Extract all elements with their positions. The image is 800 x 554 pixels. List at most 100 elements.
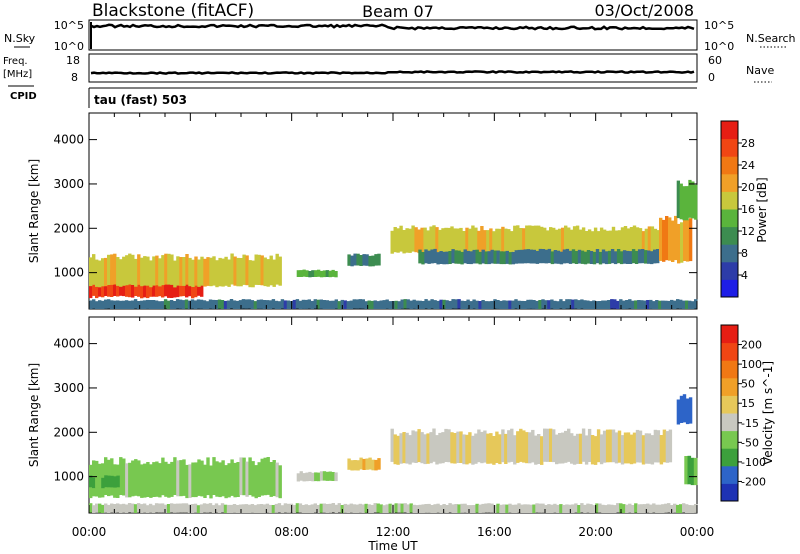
- power-cell: [173, 260, 177, 288]
- power-cell: [682, 300, 686, 309]
- velocity-cell: [101, 504, 105, 513]
- power-cell: [671, 220, 675, 262]
- velocity-cell: [218, 462, 222, 498]
- power-cell: [191, 259, 195, 287]
- velocity-cell: [625, 504, 629, 513]
- freq-label: Freq.: [3, 56, 28, 67]
- power-cell: [490, 249, 494, 264]
- power-cell: [215, 260, 219, 288]
- velocity-cell: [390, 428, 394, 462]
- power-cell: [632, 225, 637, 252]
- velocity-cell: [581, 428, 586, 462]
- power-cell: [302, 269, 306, 277]
- x-tick-label: 12:00: [376, 525, 411, 539]
- x-tick-label: 00:00: [680, 525, 715, 539]
- power-cell: [493, 299, 497, 309]
- power-cell: [499, 300, 503, 309]
- velocity-cell: [385, 504, 389, 513]
- velocity-colorbar-swatch: [721, 377, 738, 396]
- power-cell: [358, 299, 362, 309]
- power-cell: [460, 300, 464, 309]
- velocity-cell: [241, 504, 246, 513]
- power-cell: [519, 228, 523, 253]
- power-cell: [471, 225, 475, 252]
- power-cell: [206, 257, 210, 286]
- velocity-cell: [519, 428, 523, 462]
- velocity-cell: [685, 504, 689, 513]
- velocity-cell: [104, 503, 108, 513]
- power-cell: [245, 255, 249, 286]
- power-cell: [346, 301, 350, 309]
- power-cell: [418, 249, 422, 264]
- power-cell: [462, 231, 466, 254]
- power-cell: [628, 251, 633, 264]
- velocity-cell: [406, 504, 410, 513]
- power-cell: [517, 300, 521, 309]
- velocity-cell: [107, 475, 111, 488]
- power-cell: [610, 299, 614, 309]
- power-cell: [368, 255, 372, 267]
- power-region-8: [89, 299, 698, 309]
- power-cell: [406, 299, 410, 309]
- velocity-cell: [251, 461, 255, 497]
- power-cell: [541, 249, 546, 264]
- power-cell: [299, 270, 303, 277]
- velocity-cell: [567, 428, 571, 462]
- power-region-5: [418, 248, 660, 265]
- power-cell: [212, 256, 216, 286]
- velocity-cell: [196, 505, 201, 513]
- power-cell: [601, 300, 605, 309]
- velocity-cell: [417, 429, 421, 463]
- power-cell: [613, 251, 618, 265]
- power-cell: [595, 301, 599, 309]
- power-cell: [269, 255, 273, 286]
- station-title: Blackstone (fitACF): [92, 1, 254, 21]
- power-cell: [505, 250, 509, 264]
- velocity-cell: [328, 503, 332, 513]
- power-cell: [448, 300, 452, 309]
- velocity-cell: [480, 431, 484, 464]
- power-cell: [133, 299, 138, 309]
- power-cell: [691, 301, 695, 309]
- power-cell: [442, 251, 446, 265]
- time-x-axis: 00:00 04:00 08:00 12:00 16:00 20:00 00:00: [72, 525, 715, 539]
- velocity-cell: [414, 431, 418, 463]
- velocity-cell: [667, 503, 671, 513]
- velocity-cell: [98, 503, 102, 513]
- power-cell: [595, 249, 600, 264]
- velocity-cell: [322, 503, 326, 513]
- velocity-cell: [124, 504, 129, 513]
- velocity-cell: [668, 429, 673, 463]
- velocity-cell: [278, 465, 282, 499]
- power-cell: [574, 299, 578, 309]
- power-cell: [390, 230, 394, 254]
- velocity-cell: [544, 505, 548, 513]
- velocity-cell: [561, 432, 565, 464]
- velocity-cell: [179, 460, 183, 497]
- power-cell: [451, 299, 455, 309]
- velocity-cell: [214, 503, 219, 513]
- velocity-cell: [423, 434, 427, 465]
- power-cell: [522, 228, 526, 253]
- power-cell: [365, 254, 369, 266]
- power-cell: [170, 254, 174, 285]
- velocity-cell: [475, 503, 479, 513]
- velocity-cell: [346, 504, 350, 513]
- power-cell: [286, 300, 291, 309]
- power-cell: [116, 300, 120, 309]
- velocity-cell: [510, 428, 514, 462]
- velocity-cell: [308, 471, 312, 481]
- velocity-cell: [176, 460, 180, 497]
- velocity-cell: [119, 504, 123, 513]
- power-cell: [641, 249, 645, 264]
- power-cell: [454, 299, 458, 309]
- velocity-cell: [125, 463, 129, 498]
- power-cell: [653, 228, 658, 253]
- power-cell: [356, 253, 360, 266]
- velocity-cell: [193, 503, 198, 513]
- nsearch-label: N.Search: [746, 32, 796, 45]
- power-cell: [203, 258, 207, 287]
- velocity-cell: [626, 432, 631, 464]
- power-colorbar-swatch: [721, 191, 738, 210]
- power-cell: [532, 249, 536, 264]
